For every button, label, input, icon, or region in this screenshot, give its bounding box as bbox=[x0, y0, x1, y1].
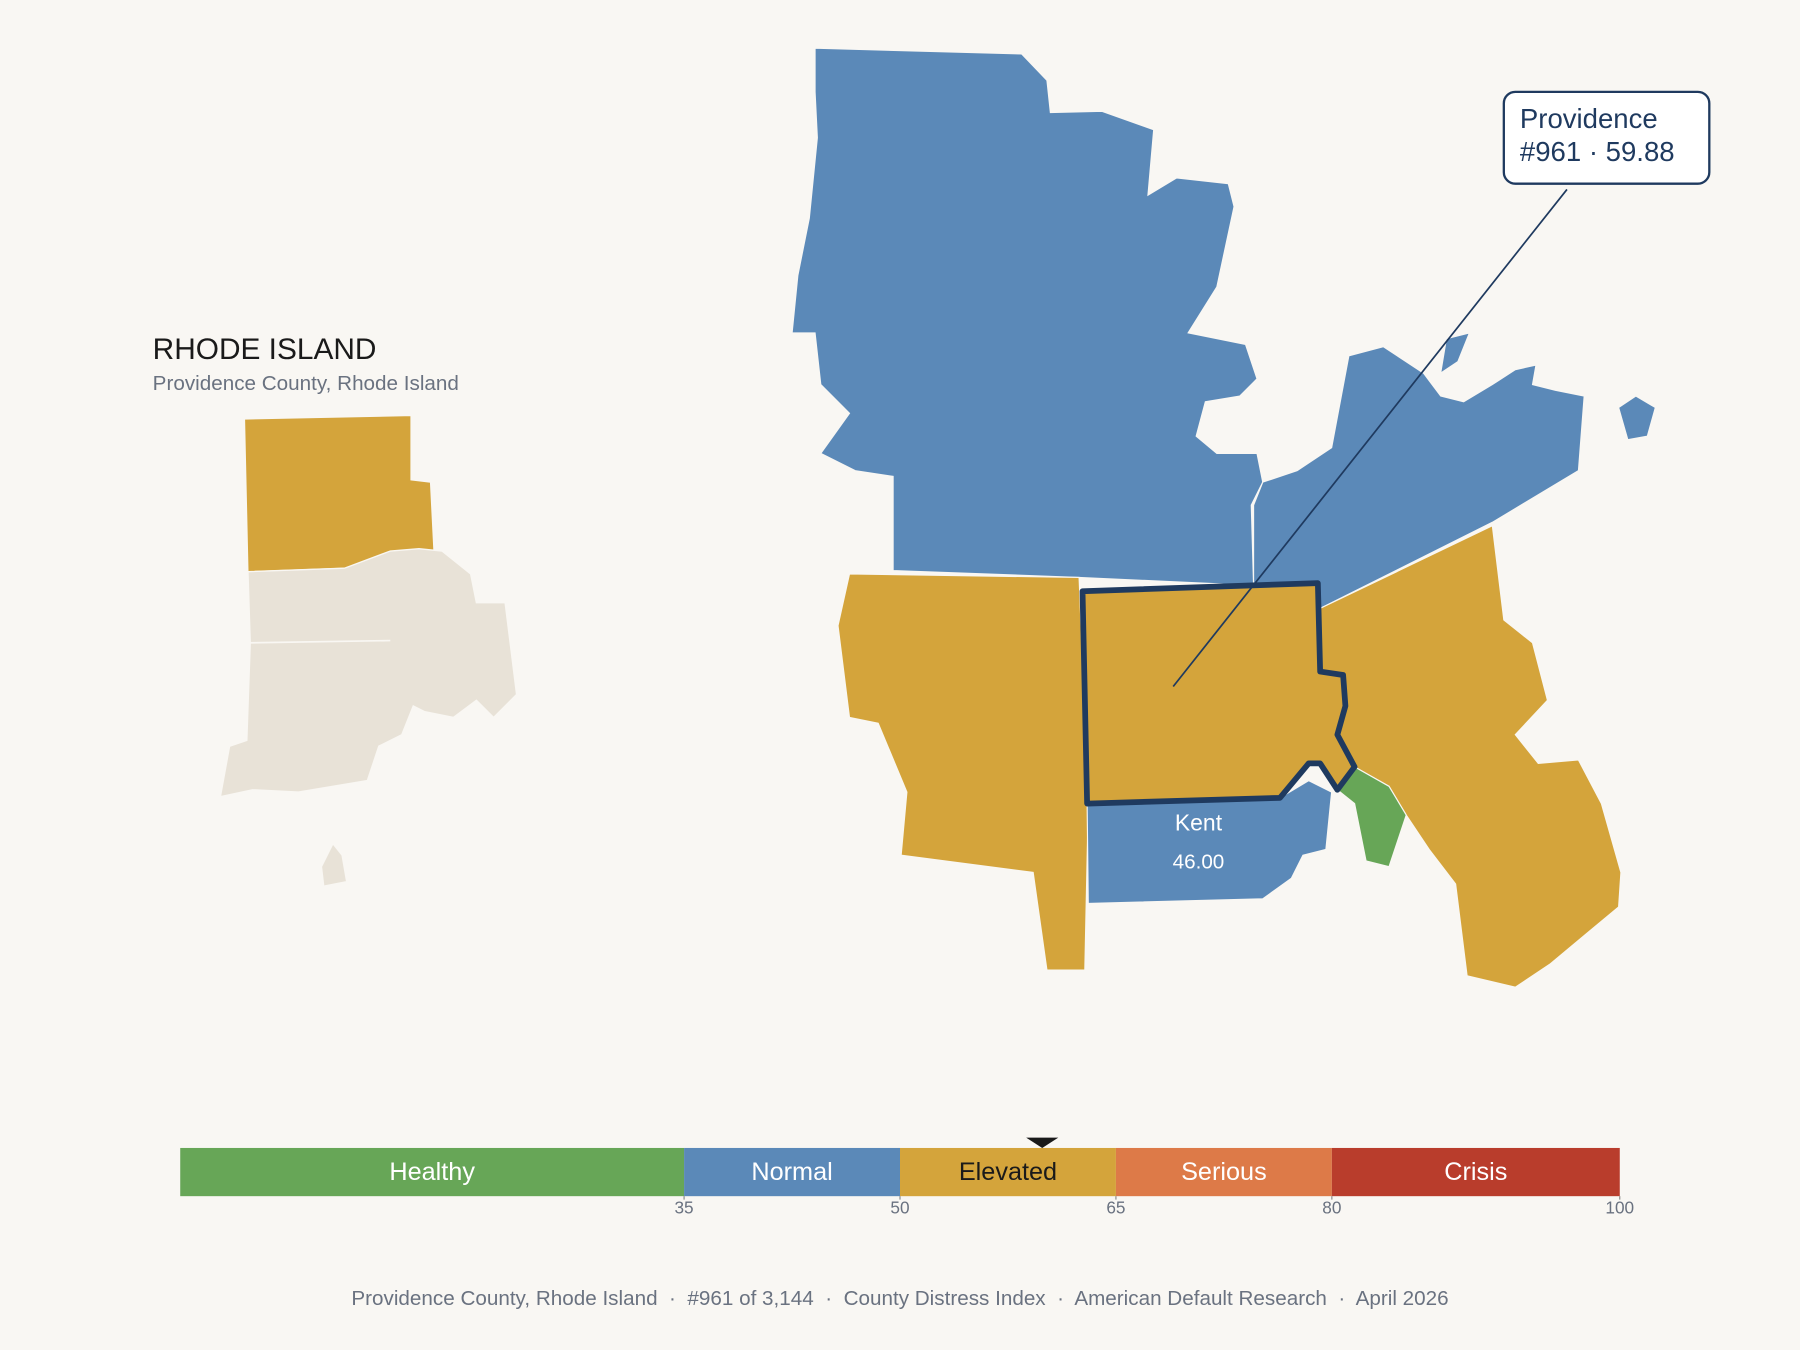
scale-band bbox=[684, 1147, 900, 1197]
band-label: Crisis bbox=[1444, 1158, 1507, 1186]
band-label: Serious bbox=[1181, 1158, 1267, 1186]
county bbox=[1252, 346, 1585, 610]
tick-label: 100 bbox=[1605, 1197, 1634, 1217]
locator-border bbox=[247, 639, 391, 644]
band-label: Elevated bbox=[959, 1158, 1057, 1186]
tick-label: 80 bbox=[1322, 1197, 1341, 1217]
band-label: Healthy bbox=[389, 1158, 475, 1186]
scale: Healthy Normal Elevated Serious Crisis 35 50 65… bbox=[180, 1137, 1634, 1217]
county bbox=[1439, 332, 1471, 375]
main-map: Kent 46.00 Providence #961 · 59.88 bbox=[791, 47, 1711, 988]
locator-title: RHODE ISLAND bbox=[153, 333, 377, 366]
region-value: 46.00 bbox=[1173, 851, 1225, 874]
scale-band bbox=[900, 1147, 1116, 1197]
region-label: Kent bbox=[1175, 809, 1223, 835]
county bbox=[837, 573, 1089, 971]
scale-band bbox=[1115, 1147, 1332, 1197]
tick-label: 50 bbox=[890, 1197, 909, 1217]
county bbox=[1336, 766, 1407, 868]
score-marker bbox=[1026, 1137, 1059, 1148]
band-label: Normal bbox=[751, 1158, 832, 1186]
scale-band bbox=[180, 1147, 685, 1197]
county bbox=[1617, 395, 1657, 441]
locator-county bbox=[243, 414, 435, 573]
callout-name: Providence bbox=[1520, 103, 1658, 134]
tick-label: 65 bbox=[1106, 1197, 1125, 1217]
county bbox=[791, 47, 1264, 587]
locator-subtitle: Providence County, Rhode Island bbox=[153, 372, 459, 395]
locator-state bbox=[219, 548, 518, 798]
footer: Providence County, Rhode Island · #961 o… bbox=[351, 1287, 1448, 1310]
locator-island bbox=[320, 842, 348, 888]
county-selected[interactable] bbox=[1079, 580, 1358, 807]
county bbox=[1319, 524, 1622, 988]
callout-rank: #961 · 59.88 bbox=[1520, 136, 1675, 167]
locator-map bbox=[219, 414, 518, 888]
callout-leader bbox=[1172, 188, 1568, 688]
scale-band bbox=[1331, 1147, 1620, 1197]
county-kent bbox=[1086, 779, 1333, 905]
tick-label: 35 bbox=[674, 1197, 693, 1217]
callout-box bbox=[1502, 90, 1711, 185]
